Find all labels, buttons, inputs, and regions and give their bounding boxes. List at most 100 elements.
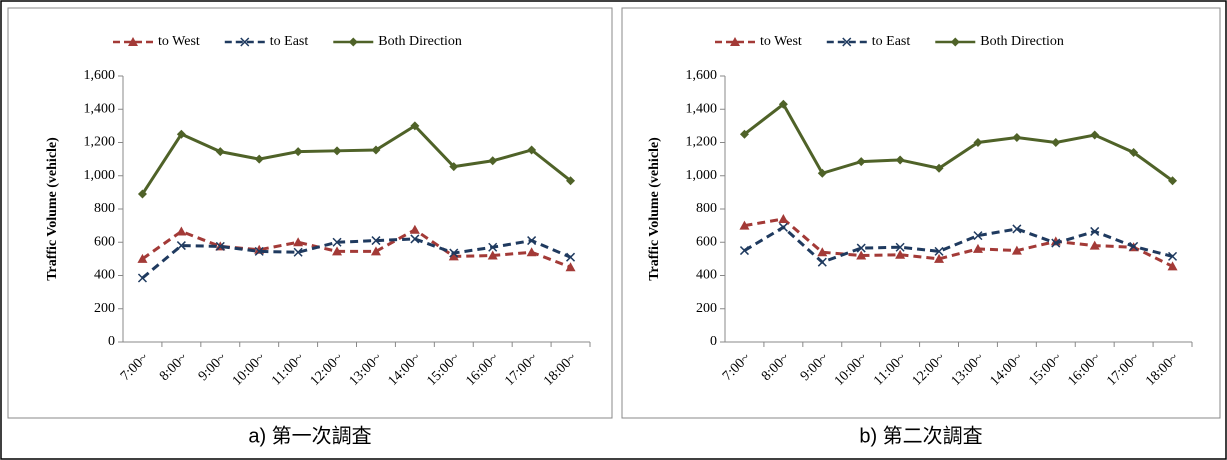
y-tick-label: 1,000 xyxy=(84,168,116,183)
legend-item: to West xyxy=(113,34,200,49)
marker xyxy=(487,250,498,260)
marker xyxy=(527,236,537,246)
series-line xyxy=(141,237,572,280)
y-tick-label: 1,200 xyxy=(84,135,116,150)
marker xyxy=(332,246,343,256)
y-axis-title: Traffic Volume (vehicle) xyxy=(647,137,662,281)
x-tick-label: 12:00~ xyxy=(308,350,347,389)
marker xyxy=(293,247,303,257)
x-tick-label: 12:00~ xyxy=(910,350,949,389)
marker xyxy=(566,176,576,186)
marker xyxy=(1089,240,1100,250)
marker xyxy=(934,163,944,173)
legend-label: Both Direction xyxy=(980,34,1064,49)
x-tick-label: 11:00~ xyxy=(269,350,307,388)
marker xyxy=(1168,251,1178,261)
marker xyxy=(1090,226,1100,236)
marker xyxy=(895,242,905,252)
marker xyxy=(1051,138,1061,147)
x-tick-label: 9:00~ xyxy=(798,350,832,384)
marker xyxy=(449,248,459,258)
marker xyxy=(817,247,828,257)
y-tick-label: 1,400 xyxy=(686,101,718,116)
caption: b) 第二次調査 xyxy=(859,424,982,447)
marker xyxy=(1167,261,1178,271)
marker xyxy=(842,37,852,47)
y-tick-label: 800 xyxy=(696,201,717,216)
marker xyxy=(137,253,148,263)
y-axis-title: Traffic Volume (vehicle) xyxy=(45,137,60,281)
marker xyxy=(739,129,749,139)
x-tick-label: 9:00~ xyxy=(196,350,230,384)
panel-frame xyxy=(621,7,1221,419)
marker xyxy=(254,246,264,256)
marker xyxy=(778,222,788,232)
marker xyxy=(1012,224,1022,234)
x-tick-label: 10:00~ xyxy=(230,350,269,389)
y-tick-label: 1,000 xyxy=(686,168,718,183)
marker xyxy=(488,242,498,252)
legend-label: Both Direction xyxy=(378,34,462,49)
marker xyxy=(1011,245,1022,255)
marker xyxy=(895,155,905,165)
x-tick-label: 15:00~ xyxy=(1026,350,1065,389)
x-tick-label: 16:00~ xyxy=(463,350,502,389)
marker xyxy=(488,156,498,166)
series-line xyxy=(743,102,1174,182)
marker xyxy=(240,37,250,47)
x-tick-label: 8:00~ xyxy=(759,350,793,384)
x-tick-label: 15:00~ xyxy=(424,350,463,389)
marker xyxy=(1129,147,1139,157)
marker xyxy=(176,129,186,139)
marker xyxy=(1012,133,1022,143)
legend-item: to West xyxy=(715,34,802,49)
marker xyxy=(565,262,576,272)
y-tick-label: 0 xyxy=(710,334,717,349)
marker xyxy=(527,145,537,155)
legend-label: to East xyxy=(270,34,309,49)
panel-frame xyxy=(7,7,613,419)
marker xyxy=(176,226,187,236)
marker xyxy=(176,241,186,251)
y-tick-label: 1,600 xyxy=(84,68,116,83)
series-line xyxy=(743,225,1173,264)
x-tick-label: 17:00~ xyxy=(1104,350,1143,389)
x-tick-label: 7:00~ xyxy=(118,350,152,384)
marker xyxy=(817,257,827,267)
marker xyxy=(739,220,750,230)
marker xyxy=(409,224,420,234)
y-tick-label: 1,600 xyxy=(686,68,718,83)
x-tick-label: 14:00~ xyxy=(987,350,1026,389)
marker xyxy=(778,213,789,223)
marker xyxy=(293,237,304,247)
caption: a) 第一次調査 xyxy=(248,424,371,447)
marker xyxy=(332,146,342,156)
marker xyxy=(449,162,459,172)
x-tick-label: 16:00~ xyxy=(1065,350,1104,389)
marker xyxy=(972,243,983,253)
marker xyxy=(730,37,740,46)
x-tick-label: 7:00~ xyxy=(720,350,754,384)
x-tick-label: 8:00~ xyxy=(157,350,191,384)
series-line xyxy=(744,217,1174,268)
marker xyxy=(332,237,342,247)
legend-label: to West xyxy=(760,34,802,49)
marker xyxy=(410,234,420,244)
x-tick-label: 17:00~ xyxy=(502,350,541,389)
series-line xyxy=(141,123,572,195)
marker xyxy=(895,249,906,259)
marker xyxy=(856,250,867,260)
marker xyxy=(215,147,225,157)
marker xyxy=(973,231,983,241)
marker xyxy=(950,37,960,47)
y-tick-label: 600 xyxy=(696,234,717,249)
y-tick-label: 600 xyxy=(94,234,115,249)
marker xyxy=(410,121,420,131)
marker xyxy=(137,273,147,283)
series-line xyxy=(141,228,572,269)
legend-item: to East xyxy=(826,34,910,49)
marker xyxy=(1129,241,1139,251)
marker xyxy=(973,138,983,147)
